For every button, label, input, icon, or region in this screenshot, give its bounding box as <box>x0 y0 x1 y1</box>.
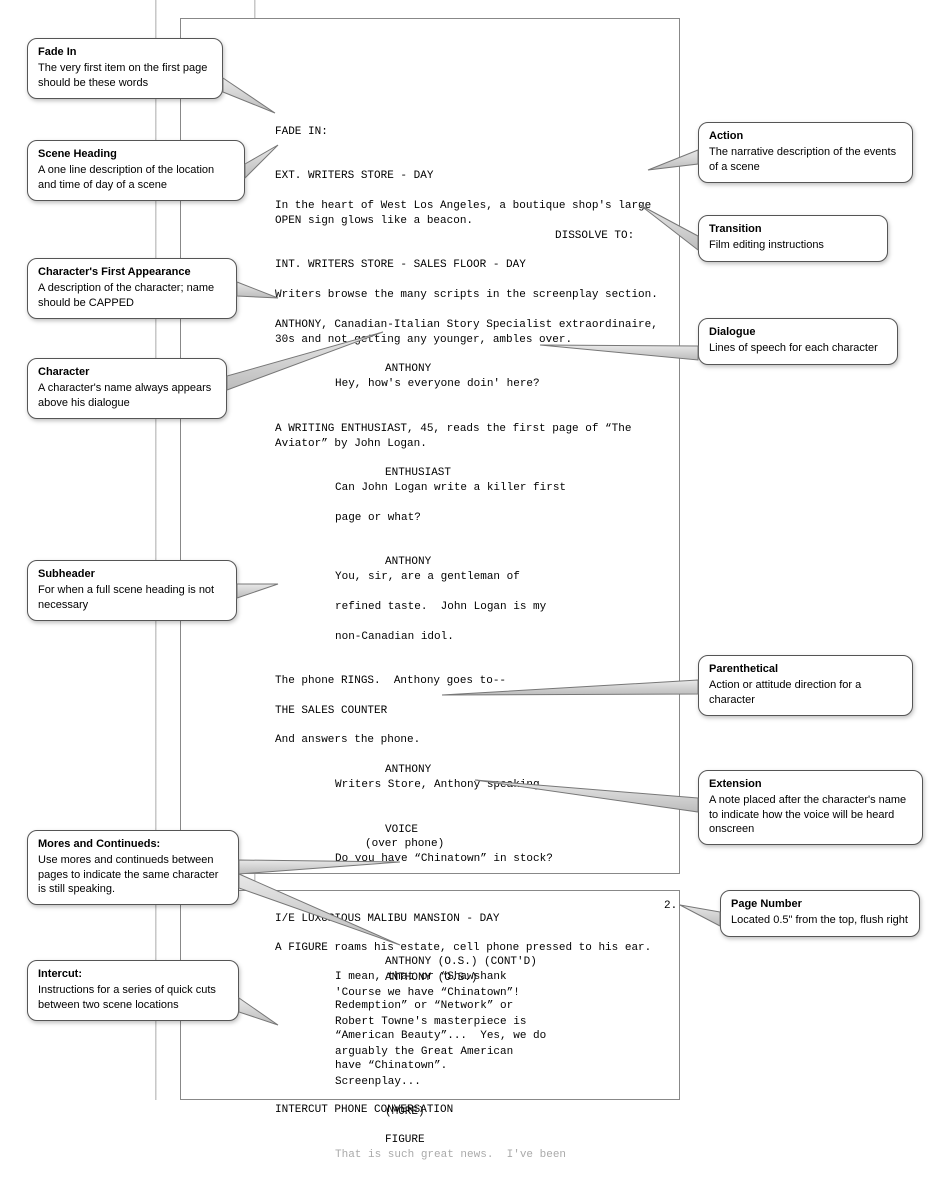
dlg-7c: “American Beauty”... Yes, we do <box>335 1029 675 1044</box>
action-1b: OPEN sign glows like a beacon. <box>275 215 473 227</box>
action-5: The phone RINGS. Anthony goes to-- <box>275 675 506 687</box>
action-4a: A WRITING ENTHUSIAST, 45, reads the firs… <box>275 423 631 435</box>
callout-title: Parenthetical <box>709 662 902 676</box>
callout-desc: A character's name always appears above … <box>38 382 211 408</box>
callout-desc: A description of the character; name sho… <box>38 282 214 308</box>
callout-title: Fade In <box>38 45 212 59</box>
char-voice: VOICE <box>385 824 418 836</box>
callout-title: Intercut: <box>38 967 228 981</box>
char-anthony-3: ANTHONY <box>385 764 431 776</box>
scene-heading-2: INT. WRITERS STORE - SALES FLOOR - DAY <box>275 259 526 271</box>
fade-in-line: FADE IN: <box>275 126 328 138</box>
callout-title: Page Number <box>731 897 909 911</box>
callout-action: Action The narrative description of the … <box>698 122 913 183</box>
callout-scene-heading: Scene Heading A one line description of … <box>27 140 245 201</box>
action-3a: ANTHONY, Canadian-Italian Story Speciali… <box>275 319 658 331</box>
callout-desc: Lines of speech for each character <box>709 342 878 354</box>
callout-title: Action <box>709 129 902 143</box>
char-anthony-1: ANTHONY <box>385 363 431 375</box>
callout-dialogue: Dialogue Lines of speech for each charac… <box>698 318 898 365</box>
callout-mores: Mores and Continueds: Use mores and cont… <box>27 830 239 905</box>
callout-character: Character A character's name always appe… <box>27 358 227 419</box>
intercut-line: INTERCUT PHONE CONVERSATION <box>275 1104 453 1116</box>
callout-title: Transition <box>709 222 877 236</box>
callout-title: Dialogue <box>709 325 887 339</box>
scene-heading-3: I/E LUXURIOUS MALIBU MANSION - DAY <box>275 913 499 925</box>
dlg-3c: non-Canadian idol. <box>335 630 675 645</box>
subheader-1: THE SALES COUNTER <box>275 705 387 717</box>
callout-title: Character <box>38 365 216 379</box>
callout-desc: A one line description of the location a… <box>38 164 214 190</box>
callout-intercut: Intercut: Instructions for a series of q… <box>27 960 239 1021</box>
action-2: Writers browse the many scripts in the s… <box>275 289 658 301</box>
dlg-8a: That is such great news. I've been <box>335 1148 675 1163</box>
dlg-7a: I mean, that or “Shawshank <box>335 970 675 985</box>
dlg-2b: page or what? <box>335 511 675 526</box>
callout-desc: A note placed after the character's name… <box>709 794 906 835</box>
callout-desc: The very first item on the first page sh… <box>38 62 207 88</box>
action-6: And answers the phone. <box>275 734 420 746</box>
callout-desc: Action or attitude direction for a chara… <box>709 679 861 705</box>
callout-title: Mores and Continueds: <box>38 837 228 851</box>
dlg-5: Do you have “Chinatown” in stock? <box>335 852 675 867</box>
callout-transition: Transition Film editing instructions <box>698 215 888 262</box>
transition-1: DISSOLVE TO: <box>555 230 634 242</box>
action-3b: 30s and not getting any younger, ambles … <box>275 334 572 346</box>
callout-extension: Extension A note placed after the charac… <box>698 770 923 845</box>
paren-1: (over phone) <box>365 838 444 850</box>
callout-desc: Use mores and continueds between pages t… <box>38 854 218 895</box>
dlg-4: Writers Store, Anthony speaking. <box>335 778 675 793</box>
dlg-1: Hey, how's everyone doin' here? <box>335 377 675 392</box>
callout-first-appearance: Character's First Appearance A descripti… <box>27 258 237 319</box>
callout-title: Extension <box>709 777 912 791</box>
callout-title: Subheader <box>38 567 226 581</box>
dlg-3a: You, sir, are a gentleman of <box>335 570 675 585</box>
char-figure: FIGURE <box>385 1134 425 1146</box>
callout-title: Scene Heading <box>38 147 234 161</box>
callout-desc: Film editing instructions <box>709 239 824 251</box>
action-1a: In the heart of West Los Angeles, a bout… <box>275 200 651 212</box>
callout-title: Character's First Appearance <box>38 265 226 279</box>
script-body-page2: ANTHONY (O.S.) (CONT'D) I mean, that or … <box>275 940 675 1178</box>
dlg-7b: Redemption” or “Network” or <box>335 999 675 1014</box>
dlg-3b: refined taste. John Logan is my <box>335 600 675 615</box>
callout-parenthetical: Parenthetical Action or attitude directi… <box>698 655 913 716</box>
callout-desc: Instructions for a series of quick cuts … <box>38 984 216 1010</box>
scene-heading-1: EXT. WRITERS STORE - DAY <box>275 170 433 182</box>
char-anthony-contd: ANTHONY (O.S.) (CONT'D) <box>385 956 537 968</box>
dlg-2a: Can John Logan write a killer first <box>335 481 675 496</box>
pointer-page-number <box>680 905 720 926</box>
dlg-7d: have “Chinatown”. <box>335 1059 675 1074</box>
callout-desc: The narrative description of the events … <box>709 146 896 172</box>
callout-page-number: Page Number Located 0.5" from the top, f… <box>720 890 920 937</box>
callout-desc: Located 0.5" from the top, flush right <box>731 914 908 926</box>
callout-subheader: Subheader For when a full scene heading … <box>27 560 237 621</box>
callout-fade-in: Fade In The very first item on the first… <box>27 38 223 99</box>
callout-desc: For when a full scene heading is not nec… <box>38 584 214 610</box>
char-enthusiast: ENTHUSIAST <box>385 467 451 479</box>
action-4b: Aviator” by John Logan. <box>275 438 427 450</box>
char-anthony-2: ANTHONY <box>385 556 431 568</box>
